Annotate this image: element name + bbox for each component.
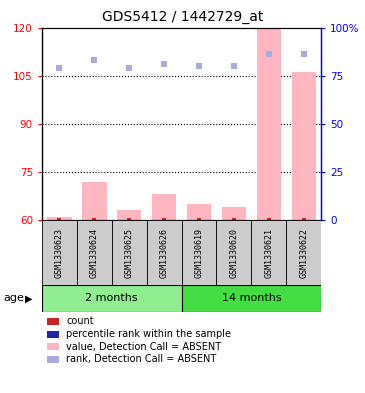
- Bar: [292, 72, 316, 220]
- Text: GSM1330624: GSM1330624: [90, 228, 99, 277]
- Bar: [257, 28, 281, 220]
- Bar: [222, 207, 246, 220]
- Text: age: age: [4, 293, 24, 303]
- Bar: [82, 182, 107, 220]
- Bar: [181, 285, 321, 312]
- Text: GSM1330621: GSM1330621: [264, 228, 273, 277]
- Bar: [251, 220, 286, 285]
- Text: percentile rank within the sample: percentile rank within the sample: [66, 329, 231, 339]
- Bar: [47, 217, 72, 220]
- Bar: [42, 220, 77, 285]
- Bar: [187, 204, 211, 220]
- Text: GSM1330626: GSM1330626: [160, 228, 169, 277]
- Text: GSM1330620: GSM1330620: [230, 228, 238, 277]
- Text: 2 months: 2 months: [85, 293, 138, 303]
- Bar: [286, 220, 321, 285]
- Text: GSM1330619: GSM1330619: [195, 228, 204, 277]
- Text: GSM1330625: GSM1330625: [125, 228, 134, 277]
- Bar: [152, 195, 176, 220]
- Text: GDS5412 / 1442729_at: GDS5412 / 1442729_at: [102, 10, 263, 24]
- Text: value, Detection Call = ABSENT: value, Detection Call = ABSENT: [66, 342, 222, 352]
- Bar: [181, 220, 216, 285]
- Text: GSM1330622: GSM1330622: [299, 228, 308, 277]
- Text: 14 months: 14 months: [222, 293, 281, 303]
- Text: GSM1330623: GSM1330623: [55, 228, 64, 277]
- Bar: [117, 211, 142, 220]
- Bar: [112, 220, 147, 285]
- Bar: [42, 285, 181, 312]
- Bar: [77, 220, 112, 285]
- Text: rank, Detection Call = ABSENT: rank, Detection Call = ABSENT: [66, 354, 217, 364]
- Text: count: count: [66, 316, 94, 327]
- Text: ▶: ▶: [25, 293, 32, 303]
- Bar: [147, 220, 181, 285]
- Bar: [216, 220, 251, 285]
